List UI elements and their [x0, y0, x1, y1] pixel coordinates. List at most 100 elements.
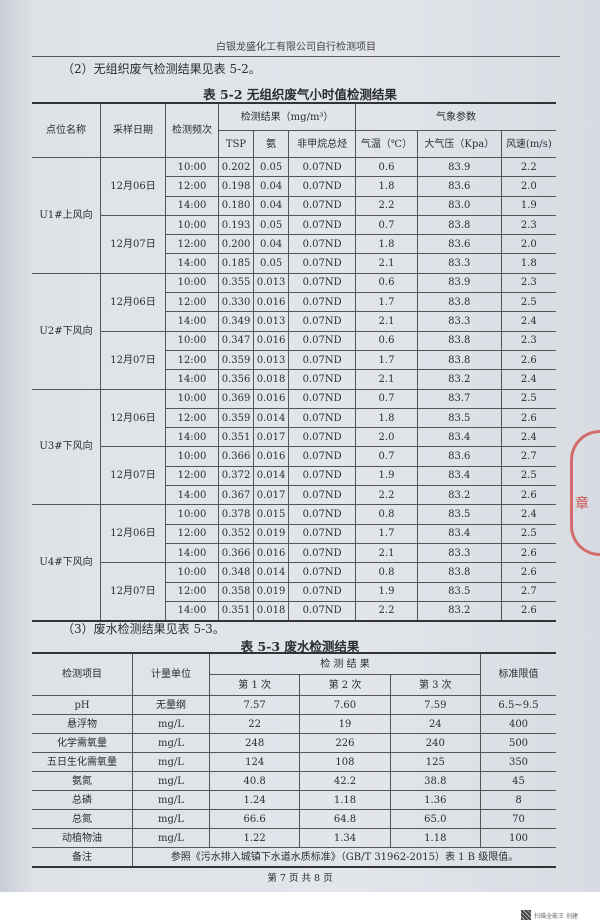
- col-tsp: TSP: [218, 130, 255, 158]
- table-row: U4#下风向 12月06日 10:00 0.378 0.015 0.07ND 0.8 83.5…: [32, 504, 556, 622]
- temp-cell: 1.8: [355, 407, 418, 429]
- note-label: 备注: [32, 847, 133, 868]
- item-cell: 动植物油: [32, 828, 133, 848]
- table-row: 12月07日 10:00 0.193 0.05 0.07ND 0.7 83.8 2.3: [32, 214, 556, 274]
- item-cell: 化学需氧量: [32, 733, 133, 753]
- col-r2: 第 2 次: [299, 674, 391, 696]
- wind-cell: 1.8: [500, 253, 556, 274]
- pressure-cell: 83.9: [416, 156, 502, 178]
- nh3-cell: 0.018: [253, 369, 290, 390]
- temp-cell: 2.1: [355, 311, 418, 332]
- table-row: 总氮 mg/L 66.6 64.8 65.0 70: [32, 809, 556, 829]
- nh3-cell: 0.05: [253, 156, 290, 178]
- time-cell: 12:00: [165, 234, 219, 255]
- pressure-cell: 83.6: [416, 446, 502, 467]
- item-cell: 悬浮物: [32, 714, 133, 734]
- note-text: 参照《污水排入城镇下水道水质标准》（GB/T 31962-2015）表 1 B …: [132, 847, 556, 868]
- time-cell: 14:00: [165, 600, 219, 622]
- col-unit: 计量单位: [132, 652, 210, 696]
- item-cell: 总氮: [32, 809, 133, 829]
- temp-cell: 0.7: [355, 388, 418, 409]
- nmhc-cell: 0.07ND: [288, 311, 357, 332]
- nh3-cell: 0.019: [253, 581, 290, 602]
- temp-cell: 2.1: [355, 542, 418, 564]
- red-seal-stamp: 章: [570, 430, 600, 556]
- col-results: 检 测 结 果: [209, 652, 481, 675]
- unit-cell: mg/L: [132, 828, 210, 848]
- time-cell: 12:00: [165, 523, 219, 544]
- col-item: 检测项目: [32, 652, 133, 696]
- nh3-cell: 0.04: [253, 234, 290, 255]
- r1-cell: 1.22: [208, 828, 301, 848]
- nmhc-cell: 0.07ND: [288, 523, 357, 544]
- nmhc-cell: 0.07ND: [288, 388, 357, 409]
- wind-cell: 2.3: [500, 272, 556, 294]
- table-row: 化学需氧量 mg/L 248 226 240 500: [32, 733, 556, 753]
- nmhc-cell: 0.07ND: [288, 214, 357, 236]
- section-3-text: （3）废水检测结果见表 5-3。: [62, 622, 225, 636]
- wind-cell: 2.6: [500, 562, 556, 583]
- col-r1: 第 1 次: [209, 674, 301, 696]
- r2-cell: 42.2: [299, 771, 391, 791]
- table-row: 氨氮 mg/L 40.8 42.2 38.8 45: [32, 771, 556, 791]
- nmhc-cell: 0.07ND: [288, 562, 357, 583]
- tsp-cell: 0.359: [217, 349, 255, 371]
- date-cell: 12月06日: [100, 157, 166, 216]
- temp-cell: 2.2: [355, 195, 418, 216]
- limit-cell: 350: [480, 752, 556, 772]
- tsp-cell: 0.349: [217, 311, 255, 332]
- r2-cell: 19: [299, 714, 391, 734]
- tsp-cell: 0.355: [217, 272, 255, 294]
- tsp-cell: 0.356: [217, 369, 255, 390]
- temp-cell: 2.2: [355, 485, 418, 506]
- wind-cell: 2.7: [500, 581, 556, 602]
- tsp-cell: 0.180: [217, 195, 255, 216]
- nmhc-cell: 0.07ND: [288, 349, 357, 371]
- pressure-cell: 83.6: [416, 176, 502, 197]
- temp-cell: 0.7: [355, 214, 418, 236]
- wind-cell: 2.6: [500, 600, 556, 622]
- r2-cell: 1.18: [299, 790, 391, 810]
- nmhc-cell: 0.07ND: [288, 195, 357, 216]
- limit-cell: 70: [480, 809, 556, 829]
- time-cell: 14:00: [165, 542, 219, 564]
- wind-cell: 2.4: [500, 369, 556, 390]
- r1-cell: 40.8: [208, 771, 301, 791]
- page-number: 第 7 页 共 8 页: [267, 873, 333, 884]
- temp-cell: 1.9: [355, 581, 418, 602]
- wind-cell: 2.0: [500, 234, 556, 255]
- date-cell: 12月07日: [100, 330, 166, 390]
- time-cell: 14:00: [165, 485, 219, 506]
- nh3-cell: 0.04: [253, 176, 290, 197]
- time-cell: 12:00: [165, 292, 219, 313]
- limit-cell: 100: [480, 828, 556, 848]
- tsp-cell: 0.185: [217, 253, 255, 274]
- nmhc-cell: 0.07ND: [288, 272, 357, 294]
- nmhc-cell: 0.07ND: [288, 369, 357, 390]
- section-2-text: （2）无组织废气检测结果见表 5-2。: [62, 62, 261, 76]
- time-cell: 14:00: [165, 427, 219, 448]
- r3-cell: 7.59: [389, 695, 482, 715]
- pressure-cell: 83.3: [416, 542, 502, 564]
- r2-cell: 108: [299, 752, 391, 772]
- tsp-cell: 0.347: [217, 330, 255, 351]
- pressure-cell: 83.5: [416, 504, 502, 525]
- nh3-cell: 0.016: [253, 388, 290, 409]
- time-cell: 14:00: [165, 253, 219, 274]
- time-cell: 14:00: [165, 369, 219, 390]
- table-row: 14:00 0.366 0.016 0.07ND 2.1 83.3 2.6: [32, 542, 556, 564]
- site-name-cell: U4#下风向: [32, 504, 101, 622]
- col-nh3: 氨: [253, 130, 290, 158]
- date-cell: 12月06日: [100, 504, 166, 564]
- table-5-2-caption: 表 5-2 无组织废气小时值检测结果: [203, 87, 397, 102]
- pressure-cell: 83.4: [416, 523, 502, 544]
- site-name-cell: U3#下风向: [32, 388, 101, 506]
- wind-cell: 2.7: [500, 446, 556, 467]
- tsp-cell: 0.352: [217, 523, 255, 544]
- pressure-cell: 83.3: [416, 253, 502, 274]
- table-row: 14:00 0.351 0.018 0.07ND 2.2 83.2 2.6: [32, 600, 556, 622]
- temp-cell: 2.0: [355, 427, 418, 448]
- temp-cell: 2.2: [355, 600, 418, 622]
- time-cell: 10:00: [165, 446, 219, 467]
- time-cell: 10:00: [165, 214, 219, 236]
